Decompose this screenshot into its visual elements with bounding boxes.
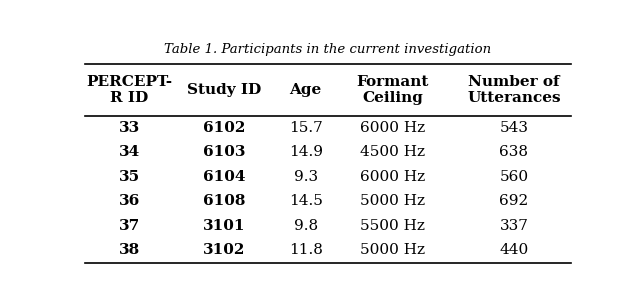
Text: 6104: 6104	[203, 170, 245, 184]
Text: 33: 33	[119, 121, 140, 135]
Text: 6000 Hz: 6000 Hz	[360, 170, 425, 184]
Text: Age: Age	[289, 83, 322, 97]
Text: 15.7: 15.7	[289, 121, 323, 135]
Text: 36: 36	[119, 195, 140, 208]
Text: 6108: 6108	[203, 195, 245, 208]
Text: 440: 440	[499, 243, 529, 258]
Text: 6000 Hz: 6000 Hz	[360, 121, 425, 135]
Text: Table 1. Participants in the current investigation: Table 1. Participants in the current inv…	[164, 43, 492, 56]
Text: 5000 Hz: 5000 Hz	[360, 243, 425, 258]
Text: 9.8: 9.8	[294, 219, 317, 233]
Text: 34: 34	[119, 145, 140, 159]
Text: 692: 692	[499, 195, 529, 208]
Text: 37: 37	[119, 219, 140, 233]
Text: 14.9: 14.9	[289, 145, 323, 159]
Text: 6103: 6103	[203, 145, 245, 159]
Text: 560: 560	[499, 170, 529, 184]
Text: 543: 543	[499, 121, 529, 135]
Text: 11.8: 11.8	[289, 243, 323, 258]
Text: 3102: 3102	[203, 243, 245, 258]
Text: 14.5: 14.5	[289, 195, 323, 208]
Text: 337: 337	[500, 219, 529, 233]
Text: 3101: 3101	[203, 219, 245, 233]
Text: Study ID: Study ID	[187, 83, 261, 97]
Text: 638: 638	[499, 145, 529, 159]
Text: 35: 35	[119, 170, 140, 184]
Text: 38: 38	[119, 243, 140, 258]
Text: Formant
Ceiling: Formant Ceiling	[356, 75, 429, 105]
Text: 4500 Hz: 4500 Hz	[360, 145, 425, 159]
Text: 5000 Hz: 5000 Hz	[360, 195, 425, 208]
Text: Number of
Utterances: Number of Utterances	[467, 75, 561, 105]
Text: PERCEPT-
R ID: PERCEPT- R ID	[86, 75, 173, 105]
Text: 9.3: 9.3	[294, 170, 317, 184]
Text: 5500 Hz: 5500 Hz	[360, 219, 425, 233]
Text: 6102: 6102	[203, 121, 245, 135]
